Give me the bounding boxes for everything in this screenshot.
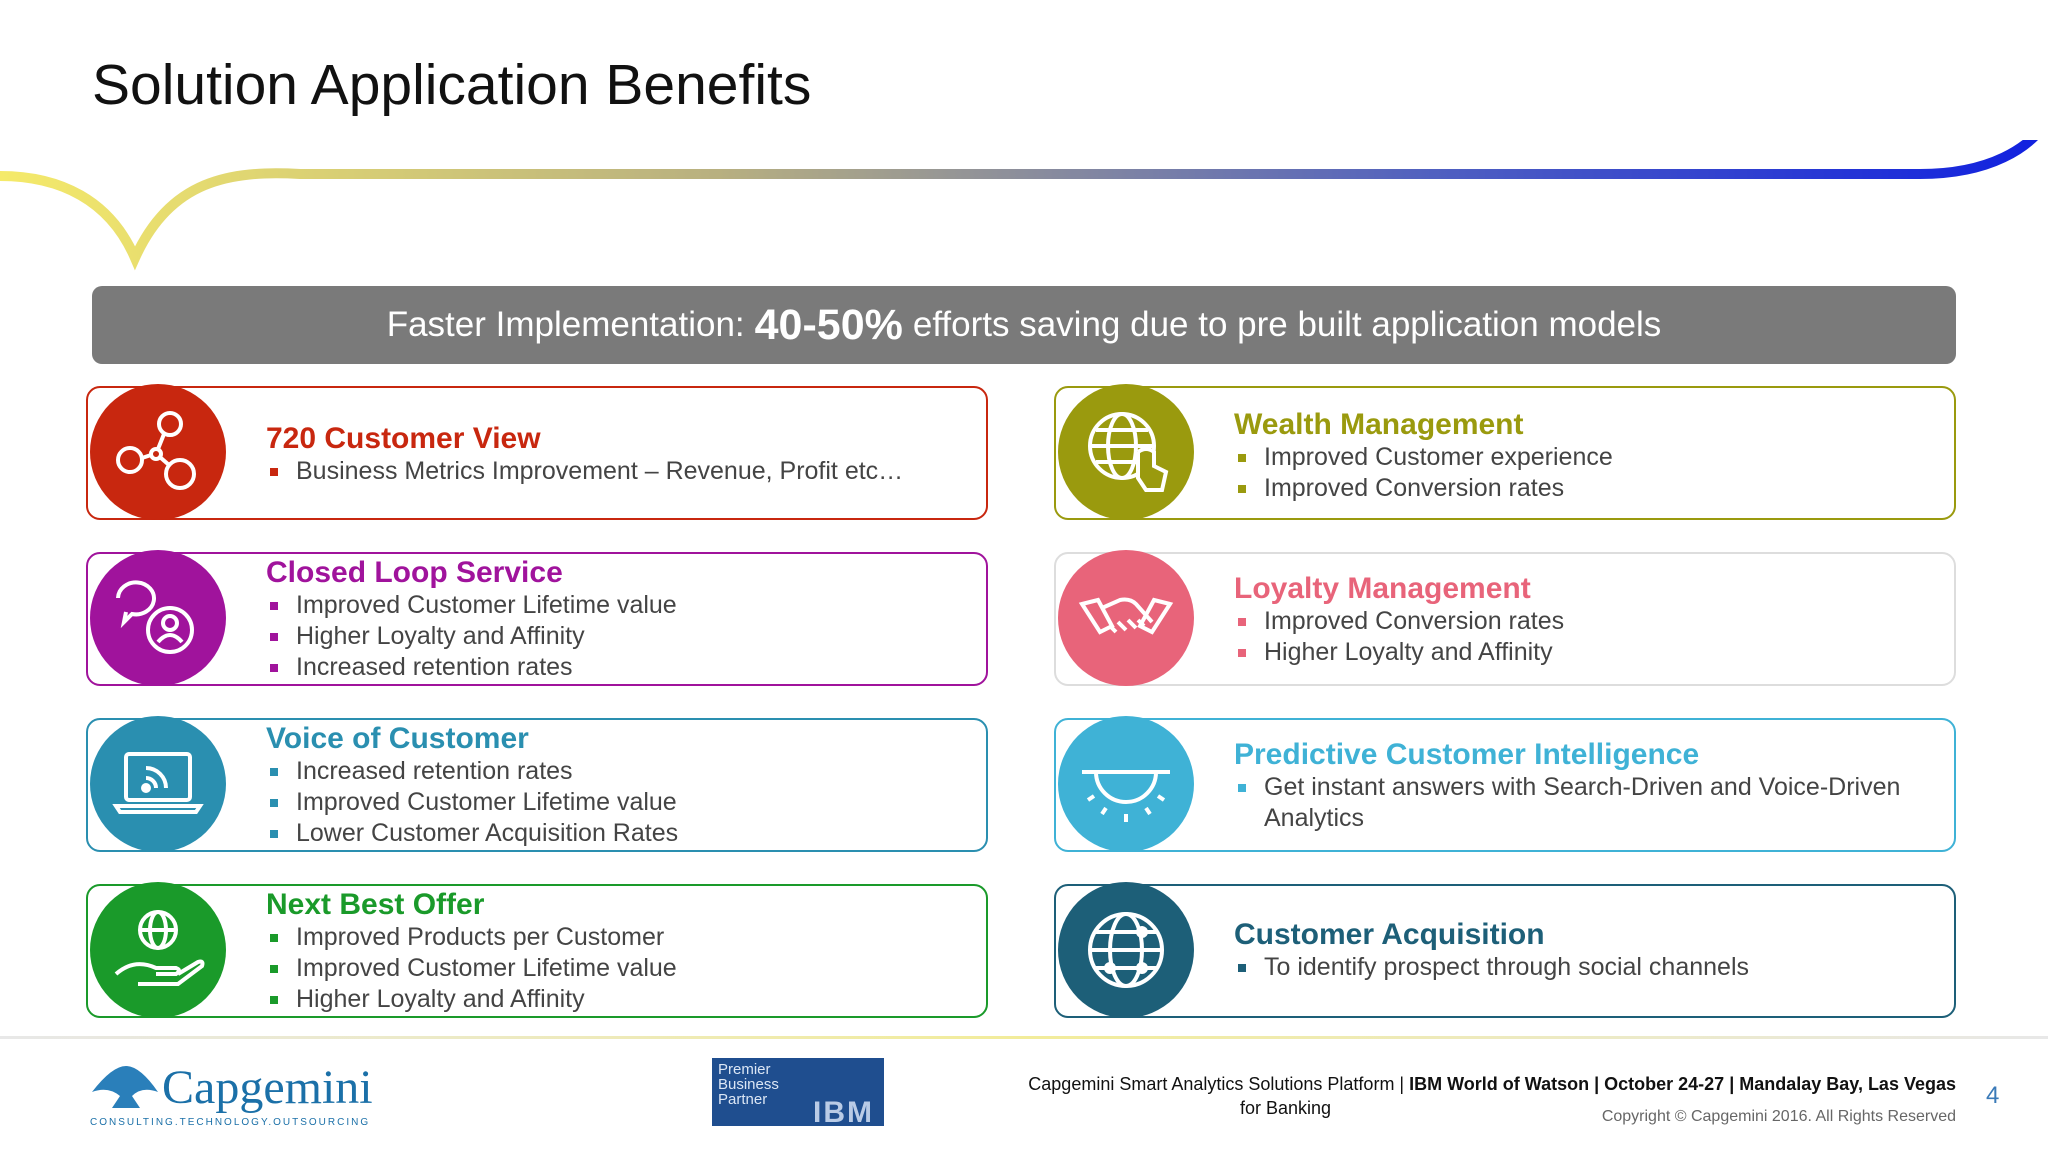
footer-platform: Capgemini Smart Analytics Solutions Plat… xyxy=(1028,1074,1410,1094)
card-title: Next Best Offer xyxy=(266,888,485,921)
list-item: Increased retention rates xyxy=(266,652,677,683)
handshake-icon xyxy=(1058,550,1194,686)
footer-divider xyxy=(0,1036,2048,1039)
list-item: Higher Loyalty and Affinity xyxy=(266,621,677,652)
card-title: Closed Loop Service xyxy=(266,556,563,589)
footer-event-info: Capgemini Smart Analytics Solutions Plat… xyxy=(940,1074,1956,1095)
list-item: Improved Customer Lifetime value xyxy=(266,590,677,621)
chat-person-icon xyxy=(90,550,226,686)
list-item: Improved Conversion rates xyxy=(1234,473,1613,504)
logo-name: Capgemini xyxy=(162,1061,373,1114)
spade-icon xyxy=(92,1066,158,1108)
card-loyalty-management xyxy=(1054,552,1956,686)
copyright: Copyright © Capgemini 2016. All Rights R… xyxy=(1601,1108,1956,1125)
banner-suffix: efforts saving due to pre built applicat… xyxy=(912,305,1662,344)
ibm-mark: IBM xyxy=(813,1096,874,1129)
summary-banner: Faster Implementation: 40-50% efforts sa… xyxy=(92,286,1956,364)
banner-prefix: Faster Implementation: xyxy=(386,305,745,344)
card-voice-of-customer xyxy=(86,718,988,852)
list-item: Improved Customer Lifetime value xyxy=(266,953,677,984)
list-item: Improved Products per Customer xyxy=(266,922,677,953)
capgemini-logo: Capgemini CONSULTING.TECHNOLOGY.OUTSOURC… xyxy=(90,1060,373,1128)
globe-touch-icon xyxy=(1058,384,1194,520)
badge-line: Business xyxy=(718,1076,779,1093)
list-item: Higher Loyalty and Affinity xyxy=(266,984,677,1015)
globe-hand-icon xyxy=(90,882,226,1018)
decorative-swoosh xyxy=(0,140,2038,271)
card-title: Predictive Customer Intelligence xyxy=(1234,738,1700,771)
card-title: Loyalty Management xyxy=(1234,572,1531,605)
badge-line: Partner xyxy=(718,1091,768,1108)
list-item: Get instant answers with Search-Driven a… xyxy=(1234,772,1934,834)
card-title: 720 Customer View xyxy=(266,422,541,455)
page-title: Solution Application Benefits xyxy=(92,53,812,117)
card-customer-acquisition xyxy=(1054,884,1956,1018)
card-title: Wealth Management xyxy=(1234,408,1524,441)
list-item: To identify prospect through social chan… xyxy=(1234,952,1749,983)
list-item: Increased retention rates xyxy=(266,756,678,787)
list-item: Business Metrics Improvement – Revenue, … xyxy=(266,456,903,487)
card-closed-loop-service xyxy=(86,552,988,686)
card-predictive-customer-intelligence xyxy=(1054,718,1956,852)
card-title: Voice of Customer xyxy=(266,722,529,755)
lightbulb-icon xyxy=(1058,716,1194,852)
banner-highlight: 40-50% xyxy=(754,300,903,349)
card-720-customer-view xyxy=(86,386,988,520)
badge-line: Premier xyxy=(718,1061,771,1078)
ibm-partner-badge: Premier Business Partner IBM xyxy=(712,1058,884,1129)
laptop-signal-icon xyxy=(90,716,226,852)
globe-network-icon xyxy=(1058,882,1194,1018)
footer-event: IBM World of Watson | October 24-27 | Ma… xyxy=(1409,1074,1956,1094)
footer-subtitle: for Banking xyxy=(1240,1098,1332,1118)
card-title: Customer Acquisition xyxy=(1234,918,1545,951)
network-nodes-icon xyxy=(90,384,226,520)
list-item: Lower Customer Acquisition Rates xyxy=(266,818,678,849)
logo-tagline: CONSULTING.TECHNOLOGY.OUTSOURCING xyxy=(90,1117,371,1128)
list-item: Improved Customer experience xyxy=(1234,442,1613,473)
list-item: Improved Conversion rates xyxy=(1234,606,1564,637)
card-wealth-management xyxy=(1054,386,1956,520)
list-item: Higher Loyalty and Affinity xyxy=(1234,637,1564,668)
page-number: 4 xyxy=(1986,1082,2000,1109)
card-next-best-offer xyxy=(86,884,988,1018)
list-item: Improved Customer Lifetime value xyxy=(266,787,678,818)
